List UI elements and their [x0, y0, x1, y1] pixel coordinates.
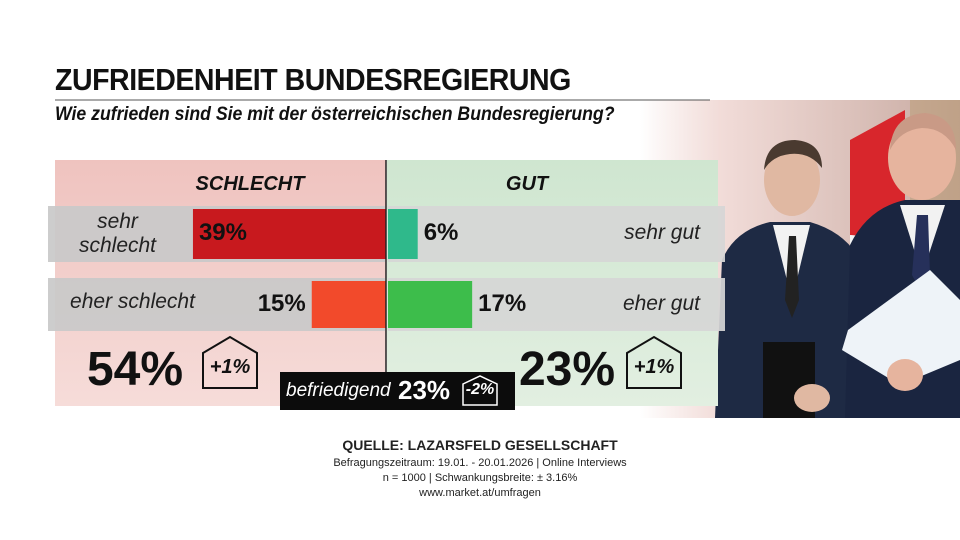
neutral-label: befriedigend: [286, 380, 391, 401]
value-label: 6%: [423, 219, 459, 246]
value-label: 39%: [198, 219, 247, 246]
photo: [640, 100, 960, 418]
subtitle: Wie zufrieden sind Sie mit der österreic…: [55, 104, 615, 125]
value-label: 17%: [478, 289, 527, 317]
total-label: 54%: [86, 343, 184, 396]
neutral-change: -2%: [465, 381, 495, 398]
bar: [192, 209, 386, 259]
change-label: +1%: [633, 356, 675, 378]
group-header: GUT: [505, 173, 549, 195]
bar: [388, 281, 473, 328]
bar: [311, 281, 386, 328]
group-header: SCHLECHT: [195, 173, 305, 195]
change-label: +1%: [209, 356, 251, 378]
change-badge: [626, 335, 682, 389]
category-label: sehr gut: [624, 221, 700, 244]
total-label: 23%: [518, 343, 616, 396]
change-badge: [462, 375, 498, 406]
value-label: 15%: [257, 289, 306, 317]
change-badge: [202, 335, 258, 389]
note: www.market.at/umfragen: [419, 487, 541, 499]
title: ZUFRIEDENHEIT BUNDESREGIERUNG: [55, 62, 571, 97]
neutral-value: 23%: [398, 375, 451, 405]
note: n = 1000 | Schwankungsbreite: ± 3.16%: [382, 472, 578, 484]
note: Befragungszeitraum: 19.01. - 20.01.2026 …: [333, 457, 627, 469]
category-label: eher gut: [622, 291, 700, 315]
category-label: eher schlecht: [70, 290, 195, 313]
bar: [388, 209, 418, 259]
source: QUELLE: LAZARSFELD GESELLSCHAFT: [342, 437, 618, 453]
row-band: [388, 206, 725, 262]
category-label: sehr schlecht: [78, 210, 157, 257]
